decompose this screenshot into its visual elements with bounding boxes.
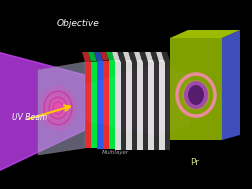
Polygon shape bbox=[132, 60, 137, 149]
Polygon shape bbox=[145, 52, 153, 62]
Polygon shape bbox=[140, 52, 148, 62]
Polygon shape bbox=[117, 52, 126, 62]
Ellipse shape bbox=[184, 81, 208, 109]
Text: UV Beam: UV Beam bbox=[12, 114, 47, 122]
Polygon shape bbox=[165, 60, 170, 149]
Ellipse shape bbox=[44, 92, 72, 124]
Polygon shape bbox=[170, 38, 222, 140]
Ellipse shape bbox=[188, 85, 204, 105]
Polygon shape bbox=[115, 60, 120, 149]
Polygon shape bbox=[142, 60, 148, 149]
Text: Pr: Pr bbox=[191, 158, 200, 167]
Polygon shape bbox=[150, 52, 159, 62]
Polygon shape bbox=[153, 60, 159, 149]
Polygon shape bbox=[97, 61, 103, 149]
Polygon shape bbox=[38, 62, 85, 155]
Polygon shape bbox=[112, 52, 120, 62]
Ellipse shape bbox=[39, 85, 77, 131]
Polygon shape bbox=[134, 52, 142, 62]
Polygon shape bbox=[137, 60, 142, 149]
Polygon shape bbox=[88, 52, 97, 61]
Polygon shape bbox=[100, 52, 109, 60]
Polygon shape bbox=[85, 65, 190, 135]
Polygon shape bbox=[148, 60, 153, 149]
Polygon shape bbox=[103, 60, 109, 149]
Polygon shape bbox=[109, 60, 115, 149]
Polygon shape bbox=[159, 60, 165, 149]
Polygon shape bbox=[170, 30, 240, 38]
Ellipse shape bbox=[186, 84, 206, 106]
Polygon shape bbox=[94, 52, 103, 61]
Polygon shape bbox=[222, 30, 240, 140]
Polygon shape bbox=[0, 50, 85, 175]
Polygon shape bbox=[123, 52, 132, 62]
Polygon shape bbox=[91, 61, 97, 148]
Ellipse shape bbox=[50, 98, 66, 118]
Polygon shape bbox=[85, 62, 91, 148]
Polygon shape bbox=[120, 60, 126, 149]
Polygon shape bbox=[82, 52, 91, 62]
Polygon shape bbox=[129, 52, 137, 62]
Polygon shape bbox=[162, 52, 170, 62]
Text: Objective: Objective bbox=[57, 19, 99, 28]
Polygon shape bbox=[126, 60, 132, 149]
Polygon shape bbox=[156, 52, 165, 62]
Ellipse shape bbox=[182, 80, 209, 110]
Text: Multilayer: Multilayer bbox=[102, 150, 129, 155]
Ellipse shape bbox=[54, 103, 62, 113]
Polygon shape bbox=[106, 52, 115, 60]
